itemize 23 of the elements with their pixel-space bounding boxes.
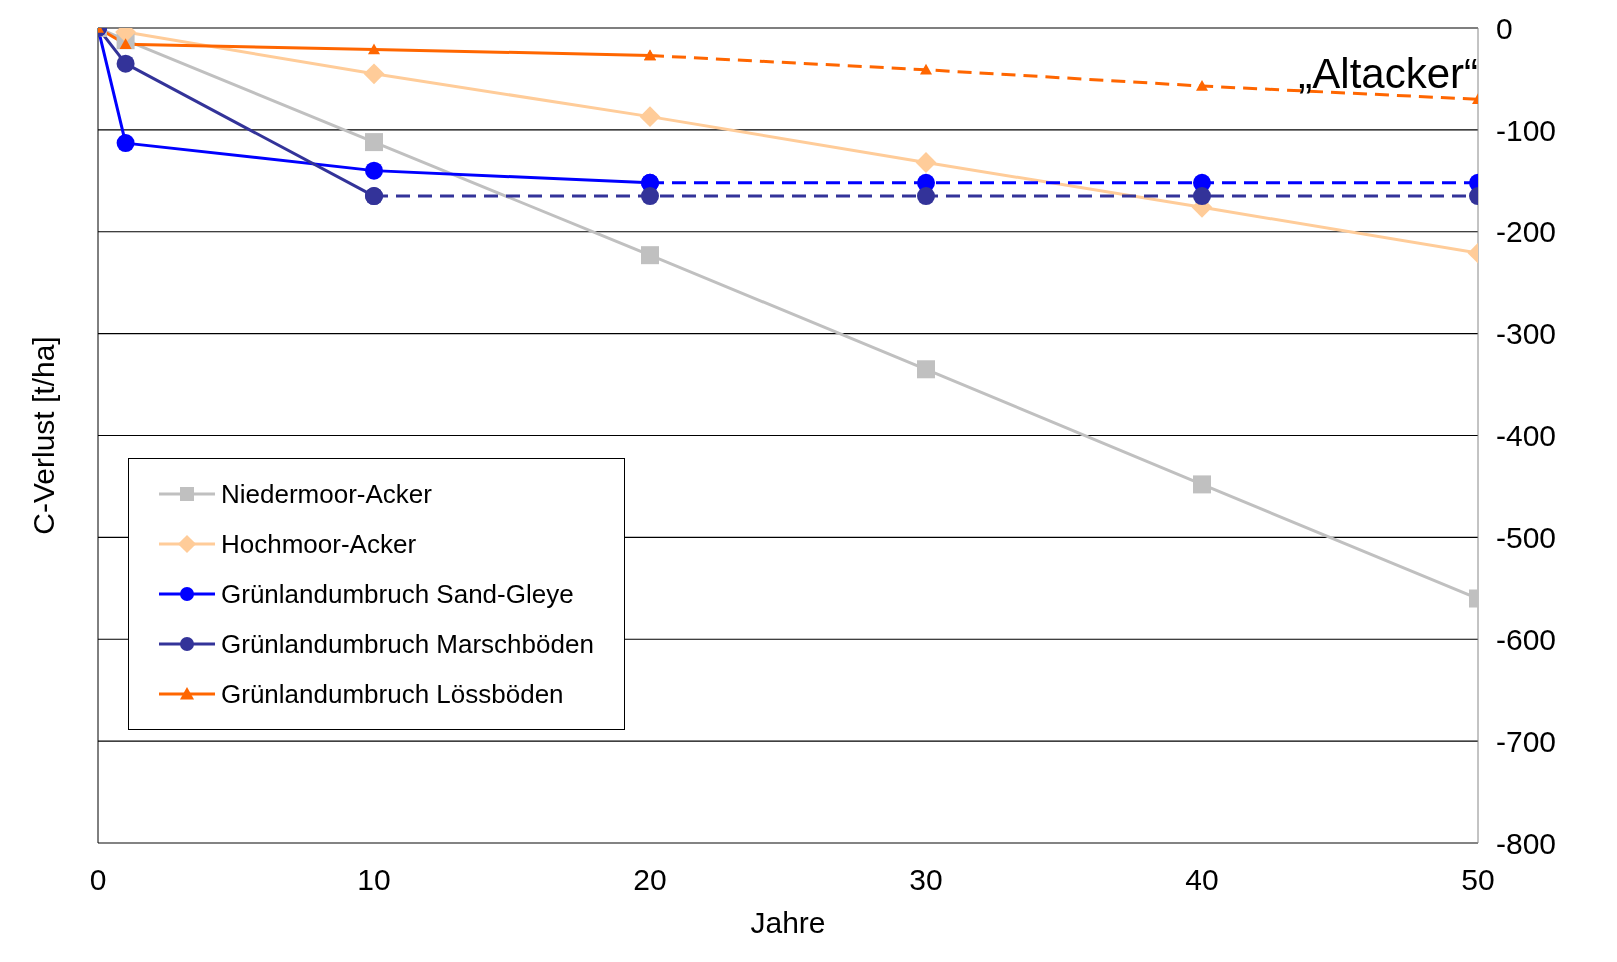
x-tick-label: 40 <box>1185 863 1219 897</box>
x-tick-label: 50 <box>1461 863 1495 897</box>
legend-label: Grünlandumbruch Sand-Gleye <box>221 578 574 610</box>
legend-label: Niedermoor-Acker <box>221 478 432 510</box>
x-tick-label: 0 <box>89 863 107 897</box>
x-tick-label: 30 <box>909 863 943 897</box>
y-tick-label: 0 <box>1496 11 1513 45</box>
y-tick-label: -700 <box>1496 724 1557 758</box>
x-tick-label: 10 <box>357 863 391 897</box>
y-tick-label: -800 <box>1496 826 1557 860</box>
y-tick-label: -600 <box>1496 622 1557 656</box>
legend-label: Grünlandumbruch Marschböden <box>221 628 594 660</box>
annotation: „Altacker“ <box>1298 50 1478 98</box>
y-tick-label: -400 <box>1496 419 1557 453</box>
y-tick-label: -200 <box>1496 215 1557 249</box>
x-tick-label: 20 <box>633 863 667 897</box>
y-tick-label: -300 <box>1496 317 1557 351</box>
y-tick-label: -500 <box>1496 521 1557 555</box>
x-axis-title: Jahre <box>750 906 826 939</box>
legend-label: Hochmoor-Acker <box>221 528 417 560</box>
y-tick-label: -100 <box>1496 113 1557 147</box>
legend-label: Grünlandumbruch Lössböden <box>221 678 564 710</box>
y-axis-title: C-Verlust [t/ha] <box>26 336 60 535</box>
